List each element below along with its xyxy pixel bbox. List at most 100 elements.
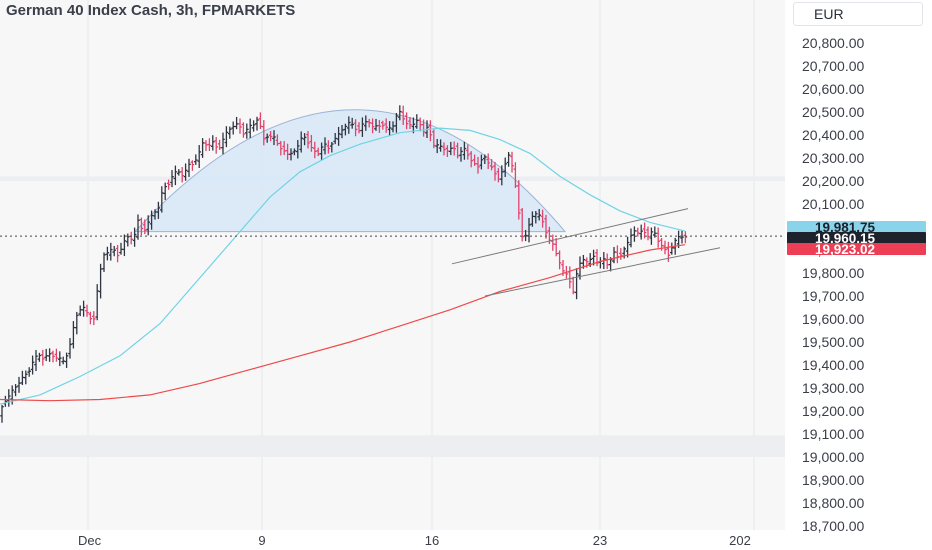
candle <box>452 141 456 156</box>
candle <box>302 133 307 146</box>
candle <box>306 131 310 149</box>
candle <box>173 165 178 186</box>
candle <box>370 118 375 134</box>
candle <box>540 209 545 228</box>
y-tick-label: 19,800.00 <box>802 265 864 281</box>
candle <box>68 338 72 359</box>
candle <box>279 140 283 156</box>
candle <box>30 355 35 375</box>
band-1 <box>0 435 785 457</box>
candle <box>483 154 487 164</box>
y-tick-label: 19,400.00 <box>802 357 864 373</box>
y-tick-label: 20,300.00 <box>802 150 864 166</box>
candle <box>170 170 174 188</box>
candle <box>139 217 144 236</box>
candle <box>408 117 412 130</box>
candle <box>496 168 501 183</box>
currency-label[interactable]: EUR <box>793 2 923 26</box>
price-series <box>0 105 688 423</box>
candle <box>493 161 497 181</box>
candle <box>435 138 439 154</box>
candle <box>612 246 616 264</box>
candle <box>272 130 276 146</box>
candle <box>207 138 212 151</box>
candle <box>17 376 21 393</box>
candle <box>510 151 514 173</box>
candle <box>486 153 490 170</box>
candle <box>58 351 62 367</box>
candle <box>44 348 48 362</box>
candle <box>211 135 215 151</box>
candle <box>625 236 630 258</box>
candle <box>149 210 154 230</box>
x-tick-label: 23 <box>593 533 607 548</box>
candle <box>340 124 344 139</box>
candle <box>245 123 249 139</box>
y-tick-label: 20,700.00 <box>802 58 864 74</box>
candle <box>680 230 684 244</box>
candle <box>282 141 286 156</box>
time-axis[interactable]: Dec 9 16 23 202 <box>78 533 751 548</box>
candle <box>54 348 59 362</box>
y-tick-label: 20,800.00 <box>802 35 864 51</box>
candle <box>316 147 320 157</box>
y-tick-label: 18,700.00 <box>802 518 864 534</box>
candle <box>350 117 354 129</box>
candle <box>289 148 293 161</box>
trendline-1 <box>484 247 721 297</box>
candle <box>554 238 558 257</box>
y-tick-label: 20,600.00 <box>802 81 864 97</box>
candle <box>275 134 280 146</box>
candle <box>381 120 385 130</box>
candle <box>7 389 11 407</box>
candle <box>299 131 303 153</box>
candle <box>231 121 235 135</box>
candle <box>292 148 297 156</box>
candle <box>200 138 205 158</box>
candle <box>285 143 290 160</box>
candle <box>418 117 422 132</box>
candle <box>364 115 368 131</box>
y-tick-label: 19,700.00 <box>802 288 864 304</box>
candle <box>513 162 518 188</box>
candle <box>95 284 99 321</box>
candle <box>384 118 388 133</box>
candle <box>214 137 218 154</box>
candle <box>360 117 365 137</box>
candle <box>330 141 334 153</box>
candle <box>41 349 45 366</box>
ma-fast-line <box>0 127 686 405</box>
candle <box>258 112 263 130</box>
candle <box>238 118 242 134</box>
price-label-ma_slow-bg <box>787 243 926 255</box>
candle <box>319 142 324 161</box>
candle <box>265 133 269 143</box>
candle <box>183 163 188 181</box>
y-tick-label: 18,900.00 <box>802 472 864 488</box>
candle <box>105 246 110 261</box>
candle <box>500 165 504 186</box>
candle <box>241 122 246 138</box>
candle <box>326 140 331 154</box>
candle <box>683 231 688 244</box>
price-label-ma_slow: 19,923.02 <box>815 242 875 257</box>
candle <box>313 141 317 159</box>
candle <box>136 214 140 240</box>
candle <box>98 263 103 299</box>
candle <box>51 350 55 363</box>
candle <box>146 215 150 236</box>
candle <box>394 112 399 133</box>
candle <box>476 156 480 174</box>
x-tick-label: 202 <box>729 533 751 548</box>
candle <box>248 118 252 139</box>
candle <box>466 144 470 160</box>
candle <box>255 116 259 131</box>
y-tick-label: 19,500.00 <box>802 334 864 350</box>
x-tick-label: 16 <box>425 533 439 548</box>
candle <box>421 119 426 137</box>
candle <box>404 112 409 130</box>
candle <box>415 114 419 129</box>
candle <box>374 118 378 131</box>
